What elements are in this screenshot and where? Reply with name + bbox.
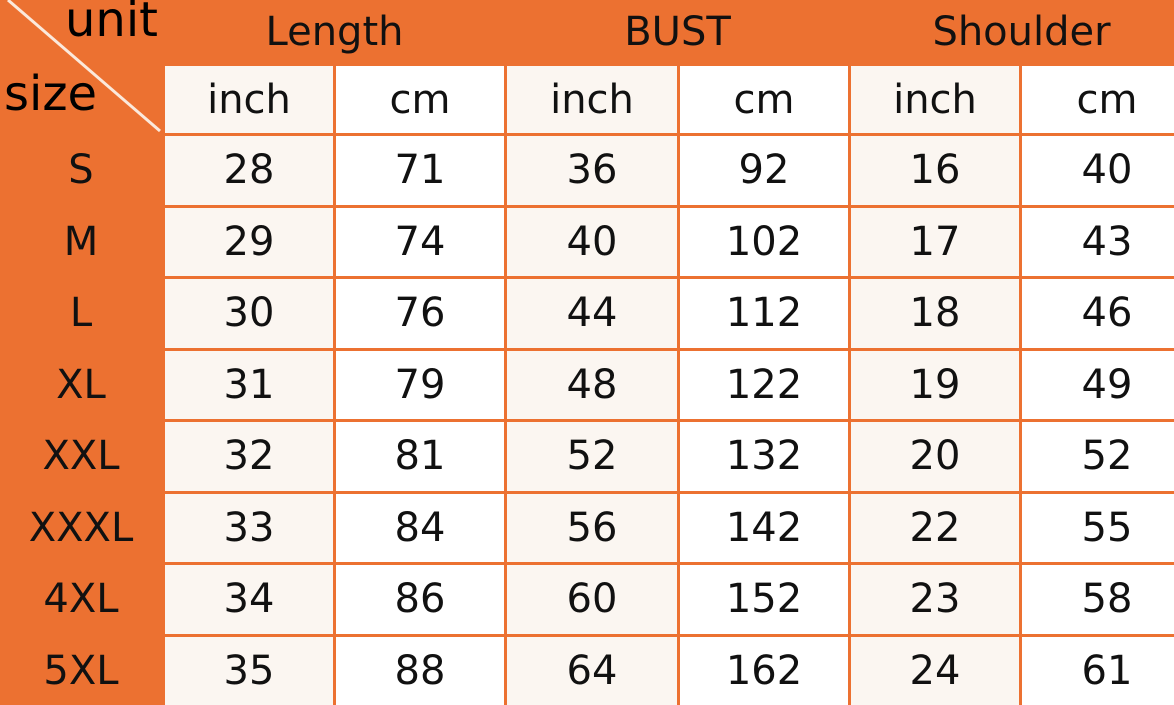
- value-cell: 52: [507, 422, 677, 491]
- value-cell: 31: [165, 351, 333, 420]
- value-cell: 20: [851, 422, 1019, 491]
- size-cell: 4XL: [0, 565, 162, 634]
- value-cell: 19: [851, 351, 1019, 420]
- value-cell: 34: [165, 565, 333, 634]
- value-cell: 61: [1022, 637, 1174, 705]
- value-cell: 60: [507, 565, 677, 634]
- value-cell: 122: [680, 351, 848, 420]
- corner-header: unit size: [0, 0, 162, 133]
- value-cell: 48: [507, 351, 677, 420]
- value-cell: 32: [165, 422, 333, 491]
- value-cell: 74: [336, 208, 504, 277]
- size-cell: XXXL: [0, 494, 162, 563]
- value-cell: 71: [336, 136, 504, 205]
- value-cell: 55: [1022, 494, 1174, 563]
- value-cell: 88: [336, 637, 504, 705]
- value-cell: 46: [1022, 279, 1174, 348]
- value-cell: 58: [1022, 565, 1174, 634]
- value-cell: 35: [165, 637, 333, 705]
- value-cell: 43: [1022, 208, 1174, 277]
- value-cell: 44: [507, 279, 677, 348]
- size-cell: M: [0, 208, 162, 277]
- value-cell: 40: [507, 208, 677, 277]
- value-cell: 49: [1022, 351, 1174, 420]
- unit-header: inch: [165, 66, 333, 133]
- value-cell: 56: [507, 494, 677, 563]
- value-cell: 112: [680, 279, 848, 348]
- value-cell: 152: [680, 565, 848, 634]
- value-cell: 29: [165, 208, 333, 277]
- value-cell: 30: [165, 279, 333, 348]
- value-cell: 64: [507, 637, 677, 705]
- value-cell: 52: [1022, 422, 1174, 491]
- size-cell: S: [0, 136, 162, 205]
- unit-label: unit: [65, 0, 158, 48]
- value-cell: 76: [336, 279, 504, 348]
- value-cell: 86: [336, 565, 504, 634]
- value-cell: 24: [851, 637, 1019, 705]
- value-cell: 132: [680, 422, 848, 491]
- value-cell: 23: [851, 565, 1019, 634]
- value-cell: 16: [851, 136, 1019, 205]
- size-cell: XL: [0, 351, 162, 420]
- value-cell: 92: [680, 136, 848, 205]
- value-cell: 28: [165, 136, 333, 205]
- value-cell: 40: [1022, 136, 1174, 205]
- size-cell: 5XL: [0, 637, 162, 705]
- unit-header: inch: [851, 66, 1019, 133]
- value-cell: 18: [851, 279, 1019, 348]
- group-header-length: Length: [165, 0, 504, 63]
- size-label: size: [4, 66, 97, 122]
- unit-header: cm: [336, 66, 504, 133]
- unit-header: inch: [507, 66, 677, 133]
- value-cell: 162: [680, 637, 848, 705]
- value-cell: 81: [336, 422, 504, 491]
- group-header-shoulder: Shoulder: [851, 0, 1174, 63]
- size-cell: XXL: [0, 422, 162, 491]
- unit-header: cm: [680, 66, 848, 133]
- value-cell: 142: [680, 494, 848, 563]
- group-header-bust: BUST: [507, 0, 848, 63]
- value-cell: 79: [336, 351, 504, 420]
- unit-header: cm: [1022, 66, 1174, 133]
- value-cell: 33: [165, 494, 333, 563]
- value-cell: 17: [851, 208, 1019, 277]
- value-cell: 84: [336, 494, 504, 563]
- value-cell: 36: [507, 136, 677, 205]
- size-cell: L: [0, 279, 162, 348]
- value-cell: 102: [680, 208, 848, 277]
- value-cell: 22: [851, 494, 1019, 563]
